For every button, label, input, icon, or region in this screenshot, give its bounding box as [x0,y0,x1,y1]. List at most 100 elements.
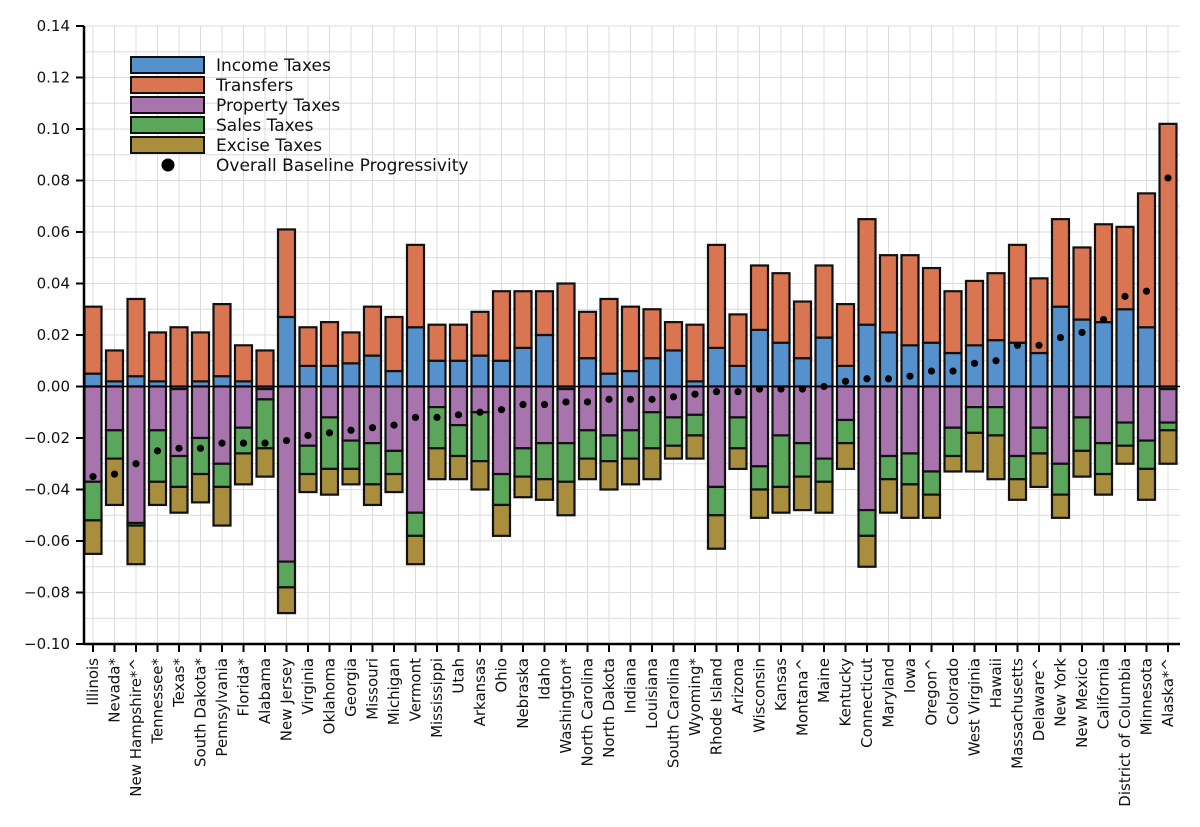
x-tick-label: Vermont [407,658,425,722]
x-tick-label: Indiana [622,658,640,714]
bar-segment-transfers [233,344,254,383]
x-tick-label: Michigan [385,658,403,725]
bar-segment-sales-taxes [1115,421,1135,447]
bar-segment-sales-taxes [384,449,404,476]
bar-segment-property-taxes [362,385,383,445]
progressivity-dot [110,470,119,478]
progressivity-dot [648,395,656,403]
bar-segment-sales-taxes [427,406,447,450]
bar-segment-transfers [405,243,426,329]
bar-segment-transfers [147,331,168,383]
bar-segment-sales-taxes [749,465,770,491]
bar-segment-sales-taxes [1158,421,1178,432]
bar-segment-property-taxes [921,385,942,473]
bar-segment-excise-taxes [1050,493,1071,519]
bar-segment-sales-taxes [878,454,899,481]
x-tick-label: South Dakota* [192,658,210,768]
bar-segment-income-taxes [319,364,340,388]
bar-segment-property-taxes [857,385,877,512]
bar-segment-income-taxes [792,357,813,388]
progressivity-dot [1056,333,1065,342]
bar-segment-sales-taxes [534,442,555,481]
bar-segment-excise-taxes [814,480,834,514]
bar-segment-sales-taxes [1093,442,1114,476]
progressivity-dot [798,385,807,393]
bar-segment-property-taxes [771,385,791,437]
bar-segment-transfers [1158,122,1178,388]
bar-segment-income-taxes [728,364,748,388]
bar-segment-transfers [427,323,447,362]
x-tick-label: Alaska*^ [1159,658,1177,727]
bar-segment-income-taxes [448,359,469,388]
progressivity-dot [304,431,312,440]
progressivity-dot [89,473,97,481]
bar-segment-property-taxes [943,385,963,429]
x-tick-label: Missouri [364,658,382,720]
progressivity-dot [132,460,140,468]
bar-segment-excise-taxes [276,586,297,615]
bar-segment-income-taxes [491,359,512,388]
bar-segment-income-taxes [427,359,447,388]
y-tick-label: 0.12 [37,69,70,87]
bar-segment-excise-taxes [1029,452,1049,489]
legend-label: Property Taxes [216,96,340,116]
progressivity-dot [1099,315,1108,324]
bar-segment-excise-taxes [1072,449,1092,478]
progressivity-dot [218,439,226,447]
bar-segment-sales-taxes [1050,462,1071,496]
bar-segment-property-taxes [405,385,426,514]
bar-segment-excise-taxes [835,442,856,470]
bar-segment-income-taxes [534,333,555,388]
progressivity-dot [927,367,936,375]
x-tick-label: District of Columbia [1116,658,1134,807]
bar-segment-sales-taxes [663,416,684,447]
y-tick-label: −0.02 [24,429,70,447]
bar-segment-excise-taxes [599,460,619,491]
x-tick-label: Oklahoma [321,658,339,734]
bar-segment-property-taxes [1072,385,1092,419]
x-tick-label: Washington* [557,658,575,754]
bar-segment-excise-taxes [1158,429,1178,465]
x-tick-label: New Hampshire*^ [127,658,145,797]
bar-segment-excise-taxes [534,478,555,501]
bar-segment-excise-taxes [190,472,211,504]
progressivity-dot [454,411,463,419]
bar-segment-sales-taxes [921,470,942,496]
bar-segment-income-taxes [1007,341,1028,388]
bar-segment-sales-taxes [728,416,748,450]
bar-segment-income-taxes [599,372,619,388]
progressivity-dot [497,406,506,414]
progressivity-dot [282,436,291,445]
x-tick-label: Arkansas [471,658,489,727]
bar-segment-sales-taxes [857,509,877,537]
bar-segment-income-taxes [642,357,662,388]
bar-segment-excise-taxes [384,472,404,494]
bar-segment-income-taxes [298,364,318,388]
x-tick-label: New Jersey [278,658,296,741]
progressivity-dot [992,357,1000,365]
bar-segment-income-taxes [1050,305,1071,388]
progressivity-dot [884,375,893,383]
bar-segment-sales-taxes [835,418,856,445]
x-tick-label: Pennsylvania [213,658,231,757]
bar-segment-excise-taxes [126,524,146,566]
bar-segment-transfers [362,305,383,357]
bar-segment-property-taxes [83,385,103,483]
bar-segment-transfers [1115,225,1135,311]
bar-segment-transfers [663,321,684,352]
progressivity-dot [261,439,269,447]
bar-segment-transfers [298,326,318,367]
bar-segment-excise-taxes [771,485,791,514]
bar-segment-property-taxes [104,385,125,432]
bar-segment-sales-taxes [491,472,512,507]
bar-segment-sales-taxes [341,439,361,471]
x-tick-label: Florida* [235,658,253,717]
bar-segment-sales-taxes [83,480,103,522]
progressivity-dot [411,413,420,421]
legend-label: Excise Taxes [216,136,322,156]
y-tick-label: 0.02 [37,326,70,344]
bar-segment-excise-taxes [83,519,103,555]
bar-segment-sales-taxes [642,411,662,450]
bar-segment-income-taxes [771,341,791,388]
